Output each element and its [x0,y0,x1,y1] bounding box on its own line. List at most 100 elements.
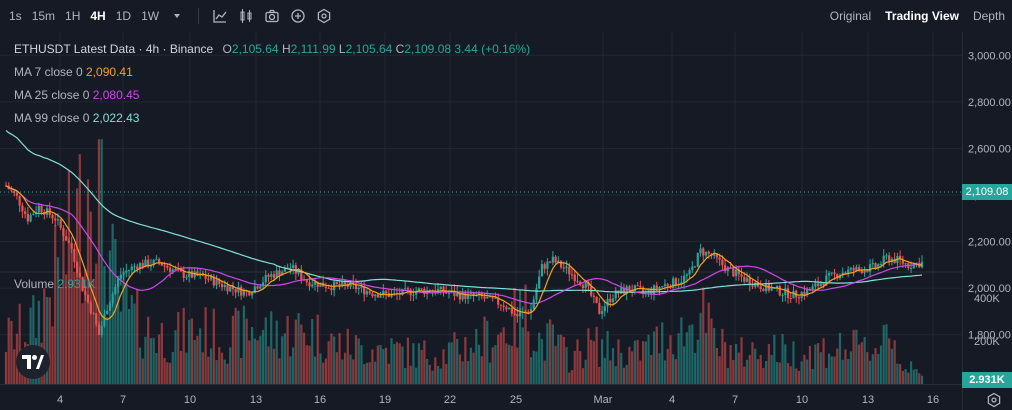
volume-bar [390,338,393,384]
volume-bar [767,344,770,384]
volume-bar [745,359,749,384]
candle-body [368,291,371,294]
candle-body [576,281,579,283]
volume-bar [458,354,461,384]
timeframe-1w[interactable]: 1W [141,9,160,23]
volume-bar [37,300,40,384]
time-axis-label: 13 [862,394,874,406]
timeframe-15m[interactable]: 15m [31,9,56,23]
time-axis-label: 10 [796,394,808,406]
volume-bar [836,348,839,384]
volume-bar [789,366,792,384]
ma25-legend[interactable]: MA 25 close 0 2,080.45 [14,88,139,102]
volume-bar [330,333,333,384]
ma7-label: MA 7 close 0 [14,65,83,79]
volume-bar [631,351,634,384]
ma99-value: 2,022.43 [92,111,140,125]
candle-body [357,287,360,290]
low-value: 2,105.64 [345,42,393,56]
candle-body [543,264,546,269]
ma7-legend[interactable]: MA 7 close 0 2,090.41 [14,65,133,79]
volume-bar [606,330,609,384]
candle-body [248,291,251,296]
timeframe-4h[interactable]: 4H [90,9,106,23]
volume-bar [185,352,188,384]
candle-body [497,297,500,305]
volume-bar [472,352,475,384]
candle-body [658,286,661,290]
settings-hex-icon[interactable] [311,5,337,27]
close-value: 2,109.08 [404,42,452,56]
candle-body [106,310,109,315]
volume-bar [557,334,560,384]
candle-body [704,251,708,256]
volume-bar [67,170,70,384]
volume-bar [73,271,76,384]
volume-bar [713,327,716,384]
volume-bar [907,372,910,384]
price-chart[interactable]: 3,000.002,800.002,600.002,400.002,200.00… [0,32,1012,410]
volume-bar [765,361,768,384]
candle-body [193,271,196,278]
candle-body [406,288,410,290]
volume-bar [650,354,653,384]
volume-bar [275,320,278,384]
candle-body [338,283,341,286]
volume-bar [724,342,727,384]
ma99-legend[interactable]: MA 99 close 0 2,022.43 [14,111,139,125]
volume-bar [617,339,620,384]
candle-body [354,283,358,290]
candle-body [417,288,420,291]
candle-body [393,293,396,295]
candle-body [890,258,894,263]
candle-body [379,295,382,298]
candle-body [376,294,379,298]
candle-body [584,282,587,289]
candle-body [740,274,743,277]
candle-body [557,260,560,263]
timeframe-1d[interactable]: 1D [115,9,132,23]
chevron-down-icon[interactable] [164,5,190,27]
view-trading-view[interactable]: Trading View [885,9,959,23]
volume-bar [915,369,918,384]
candle-body [647,289,650,292]
volume-bar [111,223,114,384]
volume-bar [819,352,822,384]
candle-style-icon[interactable] [233,5,259,27]
candle-body [491,295,494,299]
volume-bar [158,334,161,384]
candle-body [439,286,442,290]
volume-bar [193,339,196,384]
indicator-chart-icon[interactable] [207,5,233,27]
tradingview-logo[interactable] [16,345,50,379]
time-axis-label: 10 [184,394,196,406]
volume-legend[interactable]: Volume 2.931K [14,277,95,291]
candle-body [431,291,434,293]
volume-bar [529,357,533,384]
candle-body [565,266,568,269]
candle-body [792,290,795,299]
volume-bar [425,359,429,384]
candle-body [32,213,35,215]
volume-bar [248,340,251,384]
timeframe-1s[interactable]: 1s [9,9,22,23]
timeframe-1h[interactable]: 1H [65,9,81,23]
view-original[interactable]: Original [829,9,872,23]
volume-bar [595,326,598,384]
candle-body [445,292,448,294]
volume-bar [51,326,54,384]
view-depth[interactable]: Depth [972,9,1005,23]
candle-body [171,269,174,272]
chart-settings-icon[interactable] [984,390,1004,410]
open-label: O [222,42,232,56]
volume-bar [10,320,13,384]
camera-icon[interactable] [259,5,285,27]
chart-toolbar: 1s 15m 1H 4H 1D 1W Original Trading View… [0,0,1012,32]
add-icon[interactable] [285,5,311,27]
volume-bar [122,271,125,384]
candle-body [166,265,169,268]
candle-body [483,296,486,299]
candle-body [384,290,388,294]
volume-bar [338,333,341,384]
candle-body [179,269,183,272]
